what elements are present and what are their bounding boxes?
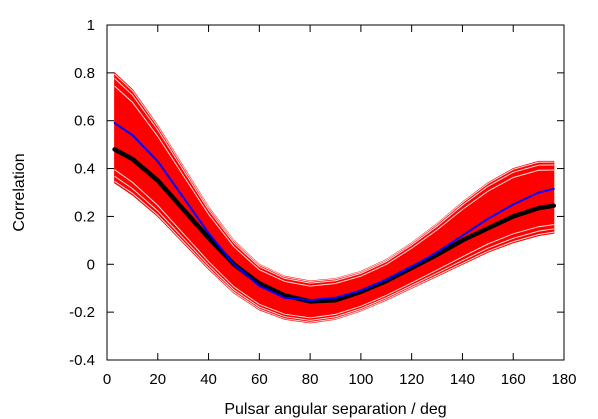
x-axis-label: Pulsar angular separation / deg bbox=[224, 401, 446, 418]
x-tick-label: 60 bbox=[251, 371, 268, 388]
x-tick-label: 20 bbox=[149, 371, 166, 388]
x-tick-label: 80 bbox=[302, 371, 319, 388]
x-tick-label: 180 bbox=[551, 371, 576, 388]
x-tick-label: 120 bbox=[399, 371, 424, 388]
y-tick-label: 1 bbox=[87, 17, 95, 34]
mean-curve bbox=[112, 147, 557, 304]
plot-frame bbox=[106, 24, 565, 361]
y-tick-label: 0.6 bbox=[74, 113, 95, 130]
realisation-line-2 bbox=[114, 175, 554, 321]
y-tick-label: 0.2 bbox=[74, 208, 95, 225]
realisation-line-6 bbox=[114, 73, 554, 283]
realisation-band bbox=[114, 71, 555, 324]
y-tick-label: 0.8 bbox=[74, 65, 95, 82]
x-tick-label: 160 bbox=[501, 371, 526, 388]
chart-line-layer bbox=[112, 73, 557, 323]
y-tick-label: 0 bbox=[87, 256, 95, 273]
x-tick-label: 40 bbox=[200, 371, 217, 388]
y-axis-label: Correlation bbox=[11, 153, 28, 231]
realisation-line-3 bbox=[114, 169, 554, 319]
realisation-line-4 bbox=[114, 85, 554, 287]
chart-ticks: 0 20 40 60 80 100 120 140 160 180 -0.4 -0.2 0 0.2 0.4 0… bbox=[69, 17, 576, 388]
y-tick-label: 0.4 bbox=[74, 161, 95, 178]
x-tick-label: 100 bbox=[348, 371, 373, 388]
x-tick-label: 0 bbox=[103, 371, 111, 388]
theory-curve bbox=[113, 122, 555, 302]
chart-band-layer bbox=[114, 71, 555, 324]
realisation-line-5 bbox=[114, 78, 554, 284]
y-tick-label: -0.4 bbox=[69, 352, 95, 369]
realisation-line-1 bbox=[114, 180, 554, 323]
x-tick-label: 140 bbox=[450, 371, 475, 388]
y-tick-label: -0.2 bbox=[69, 304, 95, 321]
